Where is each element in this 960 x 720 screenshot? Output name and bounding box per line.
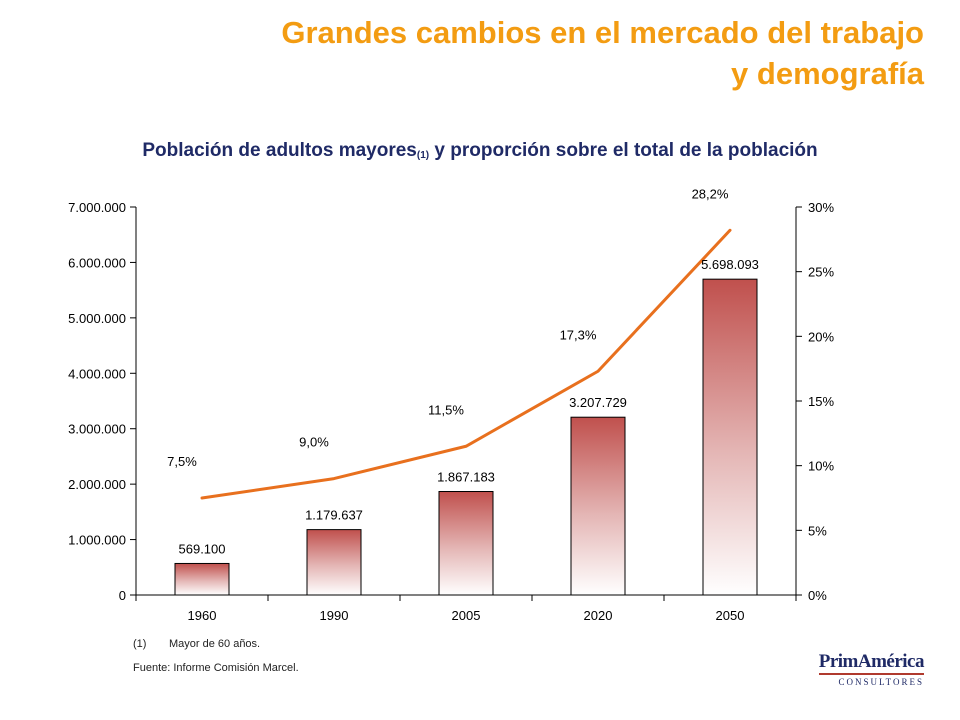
x-tick-label: 1960 [188,608,217,623]
subtitle-note: (1) [416,150,430,161]
line-value-label: 17,3% [560,327,597,342]
line-value-label: 9,0% [299,435,329,450]
bar [174,562,230,596]
left-tick-label: 6.000.000 [68,255,126,270]
page-title: Grandes cambios en el mercado del trabaj… [281,12,924,94]
left-tick-label: 7.000.000 [68,200,126,215]
line-point [333,478,335,480]
left-tick-label: 0 [119,588,126,603]
source-note: Fuente: Informe Comisión Marcel. [133,662,299,674]
chart-subtitle: Población de adultos mayores(1) y propor… [0,140,960,162]
bar-value-label: 1.179.637 [305,508,363,523]
left-tick-label: 1.000.000 [68,533,126,548]
left-tick-label: 3.000.000 [68,422,126,437]
bars-layer [174,278,758,596]
title-line-1: Grandes cambios en el mercado del trabaj… [281,15,924,50]
bar [570,416,626,596]
subtitle-main: Población de adultos mayores [142,140,417,161]
title-line-2: y demografía [731,56,924,91]
logo: PrimAmérica CONSULTORES [818,651,925,687]
left-tick-label: 4.000.000 [68,366,126,381]
line-point [729,229,731,231]
right-tick-label: 5% [808,523,827,538]
line-point [201,497,203,499]
line-point [465,445,467,447]
subtitle-rest: y proporción sobre el total de la poblac… [429,140,818,161]
line-value-label: 7,5% [167,454,197,469]
right-tick-label: 25% [808,265,834,280]
bar-value-label: 569.100 [179,541,226,556]
logo-divider [818,673,924,675]
line-layer [200,228,732,500]
line-point [597,370,599,372]
left-tick-label: 2.000.000 [68,477,126,492]
x-tick-label: 2050 [716,608,745,623]
bar-value-label: 1.867.183 [437,470,495,485]
right-tick-label: 0% [808,588,827,603]
logo-subtitle: CONSULTORES [838,677,924,687]
x-tick-label: 2020 [584,608,613,623]
axes-layer: 0 1.000.000 2.000.000 3.000.000 4.000.000 5.0… [68,200,834,623]
right-tick-label: 20% [808,329,834,344]
footnote-text: Mayor de 60 años. [169,638,261,650]
right-tick-label: 30% [808,200,834,215]
x-tick-label: 2005 [452,608,481,623]
bar [702,278,758,596]
bar-value-label: 5.698.093 [701,257,759,272]
right-tick-label: 15% [808,394,834,409]
x-tick-label: 1990 [320,608,349,623]
bar [306,529,362,596]
percentage-line [200,228,732,500]
line-value-label: 11,5% [428,402,464,417]
bar-value-label: 3.207.729 [569,395,627,410]
logo-name: PrimAmérica [818,651,925,672]
labels-layer: 569.100 1.179.637 1.867.183 3.207.729 5.698.… [167,186,759,556]
right-tick-label: 10% [808,459,834,474]
bar [438,491,494,596]
line-value-label: 28,2% [692,186,729,201]
left-tick-label: 5.000.000 [68,311,126,326]
footnote-number: (1) [133,638,147,650]
footnote: (1) Mayor de 60 años. [133,638,260,650]
